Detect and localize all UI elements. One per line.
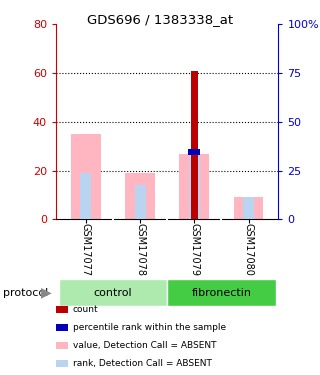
Text: GSM17077: GSM17077	[81, 223, 91, 276]
Bar	[188, 149, 200, 155]
Text: GDS696 / 1383338_at: GDS696 / 1383338_at	[87, 13, 233, 26]
Text: protocol: protocol	[3, 288, 48, 297]
Bar	[191, 70, 197, 219]
Bar	[59, 279, 167, 306]
Bar	[234, 197, 263, 219]
Bar	[80, 173, 91, 219]
Bar	[71, 134, 101, 219]
Bar	[135, 185, 146, 219]
Text: count: count	[73, 305, 99, 314]
Bar	[180, 154, 209, 219]
Text: fibronectin: fibronectin	[191, 288, 252, 297]
Bar	[125, 173, 155, 219]
Bar	[243, 197, 254, 219]
Text: percentile rank within the sample: percentile rank within the sample	[73, 323, 226, 332]
Text: value, Detection Call = ABSENT: value, Detection Call = ABSENT	[73, 341, 216, 350]
Text: ▶: ▶	[41, 285, 52, 300]
Bar	[167, 279, 276, 306]
Bar	[191, 149, 197, 219]
Bar	[189, 149, 200, 219]
Text: GSM17079: GSM17079	[189, 223, 199, 276]
Text: GSM17078: GSM17078	[135, 223, 145, 276]
Text: rank, Detection Call = ABSENT: rank, Detection Call = ABSENT	[73, 359, 212, 368]
Text: GSM17080: GSM17080	[244, 223, 253, 276]
Text: control: control	[94, 288, 132, 297]
